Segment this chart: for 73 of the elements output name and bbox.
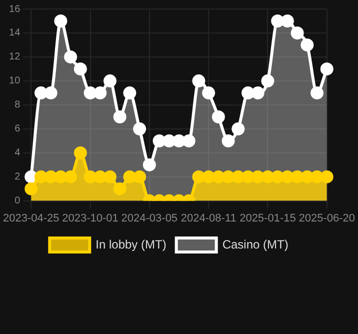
point [142,158,156,172]
point [261,74,274,88]
point [242,86,255,100]
point [251,170,264,184]
point [74,62,87,76]
y-tick-label: 4 [14,148,21,159]
point [320,62,334,76]
point [271,170,284,184]
point [54,170,68,184]
point [212,170,225,184]
point [182,134,196,148]
point [123,86,136,100]
point [94,170,107,184]
point [103,170,116,184]
point [242,170,255,184]
point [192,74,206,88]
point [152,134,166,148]
x-tick-label: 2025-01-15 [240,212,296,224]
point [84,86,97,100]
point [74,146,87,160]
point [280,170,294,184]
y-tick-label: 14 [9,28,21,39]
point [172,134,186,148]
point [271,14,284,28]
point [44,170,58,184]
point [251,86,264,100]
legend-label: Casino (MT) [222,237,288,252]
point [133,170,146,184]
point [54,14,68,28]
y-tick-label: 6 [14,124,21,135]
point [34,86,48,100]
point [84,170,97,184]
x-tick-label: 2025-06-20 [298,212,356,224]
point [212,110,225,124]
point [94,86,107,100]
y-tick-label: 16 [9,4,21,15]
point [44,86,58,100]
x-tick-label: 2024-08-11 [180,212,236,224]
point [222,170,235,184]
point [64,170,78,184]
point [290,26,304,40]
point [320,170,334,184]
y-tick-label: 0 [14,196,21,207]
point [222,134,235,148]
x-tick-label: 2024-03-05 [121,212,178,224]
y-tick-label: 12 [9,52,21,63]
point [113,110,126,124]
y-tick-label: 2 [14,172,21,183]
point [34,170,48,184]
point [232,170,245,184]
point [103,74,116,88]
point [280,14,294,28]
y-tick-label: 8 [14,100,21,111]
point [113,182,126,196]
point [133,122,146,136]
point [202,170,216,184]
point [300,38,314,52]
point [310,170,324,184]
point [192,170,206,184]
legend-label: In lobby (MT) [96,237,166,252]
point [290,170,304,184]
point [64,50,78,64]
point [24,182,38,196]
point [300,170,314,184]
point [261,170,274,184]
point [202,86,216,100]
x-tick-label: 2023-04-25 [2,212,60,224]
y-tick-label: 10 [9,76,21,87]
point [232,122,245,136]
point [123,170,136,184]
point [310,86,324,100]
point [162,134,176,148]
x-tick-label: 2023-10-01 [62,212,118,224]
